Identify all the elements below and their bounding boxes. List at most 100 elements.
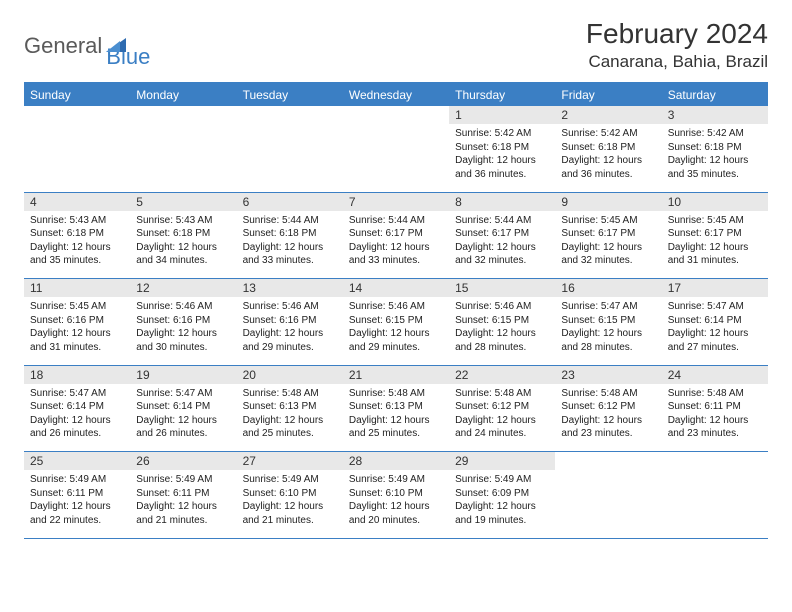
day-cell: Sunrise: 5:47 AMSunset: 6:14 PMDaylight:… <box>130 384 236 452</box>
day-number: 20 <box>237 365 343 384</box>
day-cell: Sunrise: 5:49 AMSunset: 6:11 PMDaylight:… <box>130 470 236 538</box>
day-details: Sunrise: 5:49 AMSunset: 6:11 PMDaylight:… <box>24 470 130 533</box>
day-cell <box>662 470 768 538</box>
day-details: Sunrise: 5:45 AMSunset: 6:17 PMDaylight:… <box>662 211 768 274</box>
day-number: 17 <box>662 279 768 298</box>
day-number: 12 <box>130 279 236 298</box>
day-details: Sunrise: 5:46 AMSunset: 6:16 PMDaylight:… <box>237 297 343 360</box>
day-cell: Sunrise: 5:44 AMSunset: 6:17 PMDaylight:… <box>343 211 449 279</box>
day-details: Sunrise: 5:49 AMSunset: 6:10 PMDaylight:… <box>343 470 449 533</box>
day-header: Sunday <box>24 83 130 106</box>
day-number: 9 <box>555 192 661 211</box>
day-cell: Sunrise: 5:46 AMSunset: 6:16 PMDaylight:… <box>237 297 343 365</box>
day-number <box>343 106 449 124</box>
day-details: Sunrise: 5:49 AMSunset: 6:10 PMDaylight:… <box>237 470 343 533</box>
day-number: 18 <box>24 365 130 384</box>
day-cell: Sunrise: 5:44 AMSunset: 6:17 PMDaylight:… <box>449 211 555 279</box>
day-number: 26 <box>130 452 236 471</box>
day-cell: Sunrise: 5:46 AMSunset: 6:15 PMDaylight:… <box>343 297 449 365</box>
day-details: Sunrise: 5:42 AMSunset: 6:18 PMDaylight:… <box>662 124 768 187</box>
day-header-row: SundayMondayTuesdayWednesdayThursdayFrid… <box>24 83 768 106</box>
day-details: Sunrise: 5:44 AMSunset: 6:17 PMDaylight:… <box>343 211 449 274</box>
day-number: 4 <box>24 192 130 211</box>
day-number <box>24 106 130 124</box>
day-number: 28 <box>343 452 449 471</box>
day-details: Sunrise: 5:45 AMSunset: 6:17 PMDaylight:… <box>555 211 661 274</box>
day-number: 10 <box>662 192 768 211</box>
day-header: Thursday <box>449 83 555 106</box>
day-header: Wednesday <box>343 83 449 106</box>
day-details: Sunrise: 5:46 AMSunset: 6:15 PMDaylight:… <box>449 297 555 360</box>
day-cell: Sunrise: 5:49 AMSunset: 6:10 PMDaylight:… <box>343 470 449 538</box>
day-number: 5 <box>130 192 236 211</box>
day-cell: Sunrise: 5:45 AMSunset: 6:16 PMDaylight:… <box>24 297 130 365</box>
day-cell <box>24 124 130 192</box>
day-cell: Sunrise: 5:44 AMSunset: 6:18 PMDaylight:… <box>237 211 343 279</box>
day-cell: Sunrise: 5:49 AMSunset: 6:09 PMDaylight:… <box>449 470 555 538</box>
day-number <box>555 452 661 471</box>
day-details: Sunrise: 5:48 AMSunset: 6:12 PMDaylight:… <box>449 384 555 447</box>
day-cell: Sunrise: 5:42 AMSunset: 6:18 PMDaylight:… <box>555 124 661 192</box>
day-details: Sunrise: 5:46 AMSunset: 6:15 PMDaylight:… <box>343 297 449 360</box>
day-number: 1 <box>449 106 555 124</box>
day-cell: Sunrise: 5:43 AMSunset: 6:18 PMDaylight:… <box>24 211 130 279</box>
day-cell: Sunrise: 5:45 AMSunset: 6:17 PMDaylight:… <box>662 211 768 279</box>
day-cell <box>130 124 236 192</box>
day-details: Sunrise: 5:47 AMSunset: 6:14 PMDaylight:… <box>24 384 130 447</box>
day-cell: Sunrise: 5:49 AMSunset: 6:11 PMDaylight:… <box>24 470 130 538</box>
day-cell <box>343 124 449 192</box>
day-details: Sunrise: 5:47 AMSunset: 6:15 PMDaylight:… <box>555 297 661 360</box>
day-number: 14 <box>343 279 449 298</box>
day-number: 7 <box>343 192 449 211</box>
day-details: Sunrise: 5:49 AMSunset: 6:11 PMDaylight:… <box>130 470 236 533</box>
day-details: Sunrise: 5:48 AMSunset: 6:12 PMDaylight:… <box>555 384 661 447</box>
day-number: 19 <box>130 365 236 384</box>
content-row: Sunrise: 5:49 AMSunset: 6:11 PMDaylight:… <box>24 470 768 538</box>
day-number: 24 <box>662 365 768 384</box>
day-details: Sunrise: 5:47 AMSunset: 6:14 PMDaylight:… <box>662 297 768 360</box>
day-number: 22 <box>449 365 555 384</box>
content-row: Sunrise: 5:43 AMSunset: 6:18 PMDaylight:… <box>24 211 768 279</box>
page-title: February 2024 <box>586 18 768 50</box>
day-number <box>662 452 768 471</box>
day-number: 11 <box>24 279 130 298</box>
day-details: Sunrise: 5:48 AMSunset: 6:11 PMDaylight:… <box>662 384 768 447</box>
day-cell: Sunrise: 5:47 AMSunset: 6:14 PMDaylight:… <box>24 384 130 452</box>
day-number: 25 <box>24 452 130 471</box>
day-cell: Sunrise: 5:47 AMSunset: 6:14 PMDaylight:… <box>662 297 768 365</box>
location-subtitle: Canarana, Bahia, Brazil <box>586 52 768 72</box>
content-row: Sunrise: 5:47 AMSunset: 6:14 PMDaylight:… <box>24 384 768 452</box>
day-details: Sunrise: 5:42 AMSunset: 6:18 PMDaylight:… <box>555 124 661 187</box>
day-header: Saturday <box>662 83 768 106</box>
day-number: 16 <box>555 279 661 298</box>
day-cell: Sunrise: 5:42 AMSunset: 6:18 PMDaylight:… <box>449 124 555 192</box>
day-details: Sunrise: 5:46 AMSunset: 6:16 PMDaylight:… <box>130 297 236 360</box>
daynum-row: 45678910 <box>24 192 768 211</box>
day-header: Tuesday <box>237 83 343 106</box>
day-cell: Sunrise: 5:47 AMSunset: 6:15 PMDaylight:… <box>555 297 661 365</box>
day-number: 21 <box>343 365 449 384</box>
brand-logo: General Blue <box>24 22 150 70</box>
day-number <box>237 106 343 124</box>
day-details: Sunrise: 5:48 AMSunset: 6:13 PMDaylight:… <box>343 384 449 447</box>
day-cell: Sunrise: 5:46 AMSunset: 6:15 PMDaylight:… <box>449 297 555 365</box>
day-number: 29 <box>449 452 555 471</box>
day-details: Sunrise: 5:44 AMSunset: 6:18 PMDaylight:… <box>237 211 343 274</box>
day-details: Sunrise: 5:45 AMSunset: 6:16 PMDaylight:… <box>24 297 130 360</box>
day-number: 27 <box>237 452 343 471</box>
content-row: Sunrise: 5:42 AMSunset: 6:18 PMDaylight:… <box>24 124 768 192</box>
daynum-row: 2526272829 <box>24 452 768 471</box>
day-details: Sunrise: 5:44 AMSunset: 6:17 PMDaylight:… <box>449 211 555 274</box>
day-number: 23 <box>555 365 661 384</box>
day-header: Friday <box>555 83 661 106</box>
day-details: Sunrise: 5:48 AMSunset: 6:13 PMDaylight:… <box>237 384 343 447</box>
day-number: 3 <box>662 106 768 124</box>
daynum-row: 123 <box>24 106 768 124</box>
day-details: Sunrise: 5:42 AMSunset: 6:18 PMDaylight:… <box>449 124 555 187</box>
content-row: Sunrise: 5:45 AMSunset: 6:16 PMDaylight:… <box>24 297 768 365</box>
brand-triangle-icon <box>106 36 126 52</box>
day-number: 15 <box>449 279 555 298</box>
day-header: Monday <box>130 83 236 106</box>
day-cell <box>555 470 661 538</box>
day-cell: Sunrise: 5:48 AMSunset: 6:13 PMDaylight:… <box>237 384 343 452</box>
